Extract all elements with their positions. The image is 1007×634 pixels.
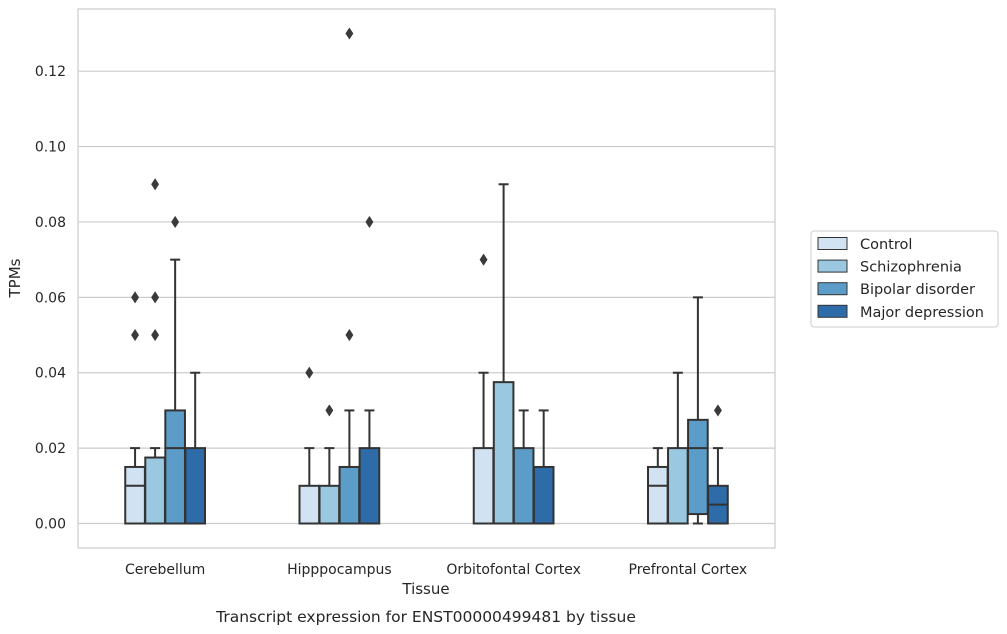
- legend-swatch: [817, 304, 848, 318]
- outlier-marker: [151, 178, 160, 191]
- y-tick-label: 0.02: [35, 441, 66, 457]
- box-major-depression: [184, 371, 207, 525]
- box-body: [144, 456, 166, 525]
- outlier-marker: [171, 215, 180, 229]
- outlier-marker: [325, 404, 334, 417]
- y-tick-labels: 0.00 0.02 0.04 0.06 0.08 0.10 0.12: [35, 64, 66, 532]
- x-tick-label: Orbitofontal Cortex: [446, 562, 581, 578]
- box-body: [318, 484, 341, 525]
- box-control: [124, 291, 146, 525]
- box-body: [646, 465, 669, 525]
- box-bipolar-disorder: [338, 27, 361, 525]
- box-control: [472, 253, 495, 525]
- outlier-marker: [345, 27, 354, 40]
- x-tick-labels: Cerebellum Hipppocampus Orbitofontal Corte…: [125, 562, 747, 578]
- legend-swatch: [817, 237, 848, 250]
- x-tick-label: Hipppocampus: [287, 562, 392, 578]
- legend-label: Major depression: [860, 305, 984, 321]
- box-schizophrenia: [318, 404, 341, 525]
- box-bipolar-disorder: [512, 409, 535, 525]
- box-body: [512, 447, 535, 525]
- chart-caption: Transcript expression for ENST0000049948…: [215, 608, 636, 626]
- legend: Control Schizophrenia Bipolar disorder Majo…: [810, 230, 999, 328]
- outlier-marker: [365, 215, 374, 229]
- box-schizophrenia: [492, 183, 515, 525]
- legend-label: Control: [860, 237, 912, 253]
- outlier-marker: [131, 328, 140, 342]
- legend-label: Schizophrenia: [860, 260, 962, 276]
- box-body: [298, 484, 321, 525]
- outlier-marker: [479, 253, 488, 266]
- outlier-marker: [151, 291, 160, 304]
- box-major-depression: [532, 409, 555, 525]
- x-axis-label: Tissue: [401, 580, 449, 598]
- y-tick-label: 0.08: [35, 215, 66, 231]
- box-schizophrenia: [144, 178, 166, 525]
- legend-swatch: [817, 282, 848, 296]
- box-body: [687, 418, 709, 516]
- outlier-marker: [151, 328, 160, 342]
- x-tick-label: Prefrontal Cortex: [629, 562, 748, 578]
- box-bipolar-disorder: [687, 296, 709, 525]
- box-body: [667, 447, 689, 525]
- y-axis-label: TPMs: [6, 258, 24, 298]
- box-control: [646, 447, 669, 525]
- box-schizophrenia: [667, 371, 689, 525]
- y-tick-label: 0.06: [35, 290, 66, 306]
- y-tick-label: 0.04: [35, 366, 66, 382]
- box-bipolar-disorder: [164, 215, 186, 525]
- y-tick-label: 0.10: [35, 140, 66, 156]
- box-body: [124, 465, 146, 525]
- legend-entries: Control Schizophrenia Bipolar disorder Majo…: [817, 237, 984, 321]
- outlier-marker: [713, 404, 722, 417]
- outlier-marker: [131, 291, 140, 304]
- box-body: [164, 409, 186, 525]
- box-major-depression: [358, 215, 381, 525]
- boxes: [124, 27, 729, 525]
- x-tick-label: Cerebellum: [125, 562, 205, 578]
- y-tick-label: 0.12: [35, 64, 66, 80]
- outlier-marker: [345, 328, 354, 342]
- outlier-marker: [305, 366, 314, 379]
- y-tick-label: 0.00: [35, 517, 66, 533]
- legend-frame: [810, 230, 999, 328]
- box-body: [338, 465, 361, 525]
- box-control: [298, 366, 321, 525]
- box-body: [358, 447, 381, 525]
- box-body: [184, 447, 207, 525]
- box-major-depression: [707, 404, 729, 525]
- box-body: [472, 447, 495, 525]
- legend-label: Bipolar disorder: [860, 282, 975, 298]
- box-body: [492, 381, 515, 525]
- box-body: [532, 465, 555, 525]
- plot-frame: [77, 8, 776, 549]
- legend-swatch: [817, 259, 848, 273]
